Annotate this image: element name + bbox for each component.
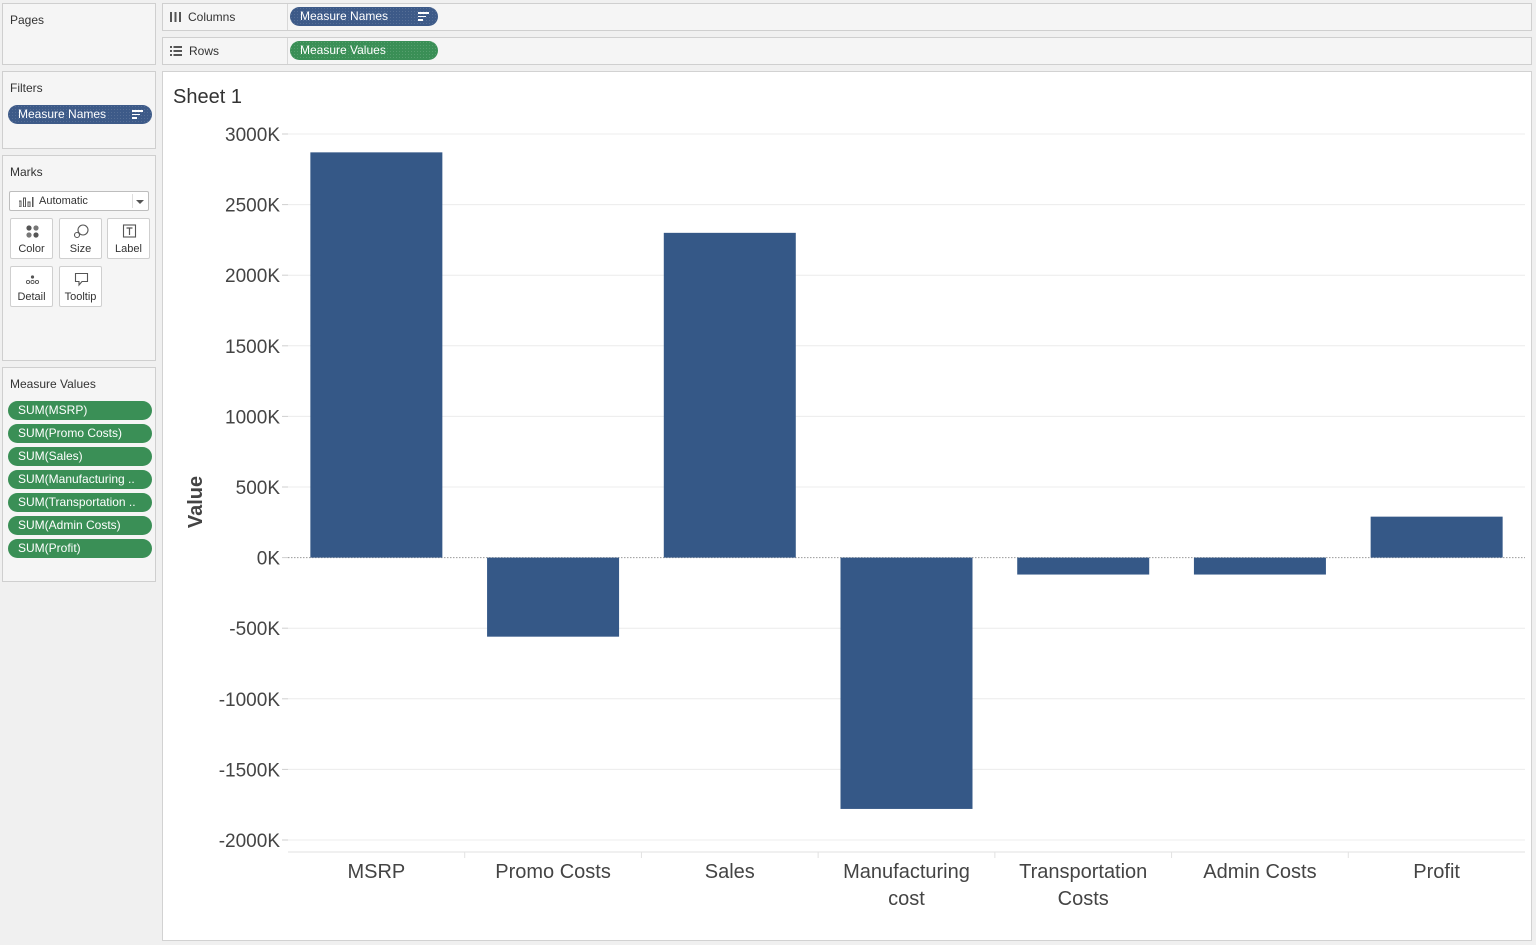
rows-pill-measure-values[interactable]: Measure Values [290, 41, 438, 60]
detail-label: Detail [11, 291, 52, 303]
measure-pill-profit[interactable]: SUM(Profit) [8, 539, 152, 558]
bar-sales [664, 233, 796, 558]
x-tick-label: Profit [1413, 861, 1460, 883]
color-icon [11, 224, 54, 239]
measure-values-title: Measure Values [10, 377, 96, 391]
bar-chart[interactable]: 3000K 2500K 2000K 1500K 1000K 500K 0K -500K -100… [163, 72, 1533, 942]
columns-pill-label: Measure Names [300, 9, 388, 23]
mark-type-value: Automatic [39, 195, 88, 207]
x-tick-label: MSRP [347, 861, 405, 883]
columns-label: Columns [188, 10, 235, 24]
filter-pill-label: Measure Names [18, 107, 106, 121]
color-button[interactable]: Color [10, 218, 53, 259]
y-tick-label: -500K [229, 619, 280, 640]
sort-icon [132, 110, 143, 119]
detail-icon [11, 272, 54, 287]
measure-pill-sales[interactable]: SUM(Sales) [8, 447, 152, 466]
bar-transportation-costs [1017, 558, 1149, 575]
y-tick-label: 500K [236, 478, 281, 499]
filter-pill-measure-names[interactable]: Measure Names [8, 105, 152, 124]
marks-title: Marks [10, 165, 43, 179]
text-label-icon [108, 224, 151, 239]
marks-card[interactable]: Marks Automatic Color Size Label [2, 155, 156, 361]
measure-pill-label: SUM(Transportation .. [18, 495, 136, 509]
tooltip-button[interactable]: Tooltip [59, 266, 102, 307]
measure-pill-label: SUM(Admin Costs) [18, 518, 121, 532]
measure-pill-label: SUM(Manufacturing .. [18, 472, 135, 486]
y-tick-label: 2500K [225, 196, 280, 217]
tooltip-icon [60, 272, 103, 287]
mark-type-dropdown[interactable]: Automatic [9, 191, 149, 211]
detail-button[interactable]: Detail [10, 266, 53, 307]
label-button[interactable]: Label [107, 218, 150, 259]
y-tick-label: 0K [257, 549, 281, 570]
y-tick-label: 3000K [225, 125, 280, 146]
x-tick-label: Promo Costs [495, 861, 611, 883]
x-tick-label: Admin Costs [1203, 861, 1316, 883]
x-tick-label: Manufacturing cost [843, 861, 970, 910]
bar-msrp [310, 152, 442, 557]
color-label: Color [11, 243, 52, 255]
worksheet-view[interactable]: Sheet 1 3000K 2500K 2000K 1500K 1000K 500K 0K -… [162, 71, 1532, 941]
measure-pill-label: SUM(MSRP) [18, 403, 87, 417]
shelf-divider [287, 4, 288, 30]
measure-pill-promo-costs[interactable]: SUM(Promo Costs) [8, 424, 152, 443]
columns-shelf-label-group: Columns [170, 4, 235, 30]
sort-icon [418, 12, 429, 21]
size-icon [60, 224, 103, 239]
measure-pill-msrp[interactable]: SUM(MSRP) [8, 401, 152, 420]
rows-shelf-label-group: Rows [170, 38, 219, 64]
y-tick-label: 1000K [225, 407, 280, 428]
y-axis-title: Value [185, 476, 207, 528]
pages-title: Pages [10, 13, 44, 27]
bar-promo-costs [487, 558, 619, 637]
bar-admin-costs [1194, 558, 1326, 575]
columns-pill-measure-names[interactable]: Measure Names [290, 7, 438, 26]
shelf-divider [287, 38, 288, 64]
filters-title: Filters [10, 81, 43, 95]
chevron-down-icon[interactable] [136, 200, 144, 204]
columns-icon [170, 12, 181, 22]
y-tick-label: 2000K [225, 266, 280, 287]
pages-card[interactable]: Pages [2, 3, 156, 65]
rows-label: Rows [189, 44, 219, 58]
size-label: Size [60, 243, 101, 255]
filters-card[interactable]: Filters Measure Names [2, 71, 156, 149]
measure-pill-label: SUM(Promo Costs) [18, 426, 122, 440]
x-tick-label: Sales [705, 861, 755, 883]
x-tick-label: Transportation Costs [1019, 861, 1147, 910]
y-tick-label: 1500K [225, 337, 280, 358]
rows-icon [170, 46, 182, 56]
measure-pill-label: SUM(Profit) [18, 541, 81, 555]
measure-pill-manufacturing[interactable]: SUM(Manufacturing .. [8, 470, 152, 489]
dropdown-separator [132, 194, 133, 208]
y-tick-label: -1500K [219, 760, 281, 781]
y-tick-label: -2000K [219, 831, 281, 852]
columns-shelf[interactable]: Columns Measure Names [162, 3, 1532, 31]
label-label: Label [108, 243, 149, 255]
size-button[interactable]: Size [59, 218, 102, 259]
bar-chart-icon [19, 197, 34, 207]
bar-manufacturing-cost [841, 558, 973, 809]
measure-pill-admin-costs[interactable]: SUM(Admin Costs) [8, 516, 152, 535]
bar-profit [1371, 517, 1503, 558]
rows-pill-label: Measure Values [300, 43, 386, 57]
measure-pill-transportation[interactable]: SUM(Transportation .. [8, 493, 152, 512]
measure-pill-label: SUM(Sales) [18, 449, 83, 463]
rows-shelf[interactable]: Rows Measure Values [162, 37, 1532, 65]
y-tick-label: -1000K [219, 690, 281, 711]
tooltip-label: Tooltip [60, 291, 101, 303]
measure-values-card[interactable]: Measure Values SUM(MSRP) SUM(Promo Costs… [2, 367, 156, 582]
